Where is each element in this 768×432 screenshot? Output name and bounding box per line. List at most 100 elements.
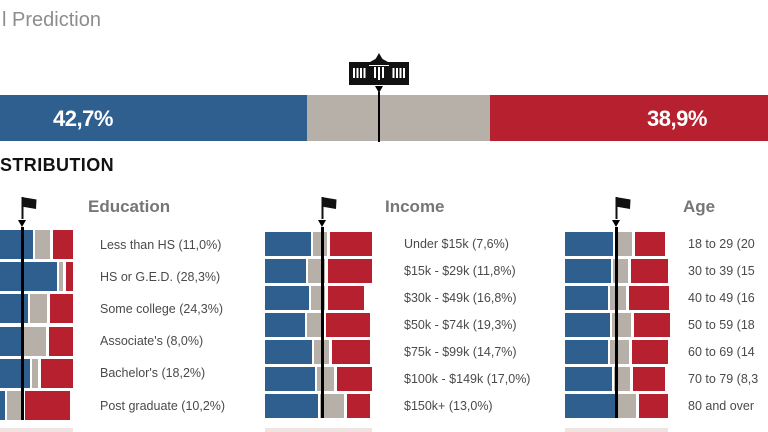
category-label: $50k - $74k (19,3%) xyxy=(404,318,517,332)
blue-bar-segment[interactable] xyxy=(565,367,612,391)
blue-bar-segment[interactable] xyxy=(265,286,309,310)
red-bar-segment[interactable] xyxy=(330,232,372,256)
category-label: 50 to 59 (18 xyxy=(688,318,755,332)
category-label: 60 to 69 (14 xyxy=(688,345,755,359)
average-reference-line xyxy=(21,227,24,420)
category-label: 18 to 29 (20 xyxy=(688,237,755,251)
gray-bar-segment[interactable] xyxy=(615,232,632,256)
gray-bar-segment[interactable] xyxy=(24,326,46,356)
gray-bar-segment[interactable] xyxy=(32,358,38,388)
category-label: 80 and over xyxy=(688,399,755,413)
category-label: Some college (24,3%) xyxy=(100,301,223,316)
blue-bar-segment[interactable] xyxy=(0,358,30,388)
blue-bar-segment[interactable] xyxy=(565,259,611,283)
education-chart-title: Education xyxy=(88,197,171,216)
blue-bar-segment[interactable] xyxy=(565,394,615,418)
category-label: HS or G.E.D. (28,3%) xyxy=(100,269,221,284)
gray-bar-segment[interactable] xyxy=(307,313,323,337)
gray-bar-segment[interactable] xyxy=(617,394,636,418)
blue-bar-segment[interactable] xyxy=(565,340,608,364)
category-label: $150k+ (13,0%) xyxy=(404,399,493,413)
blue-bar-segment[interactable] xyxy=(565,286,608,310)
prediction-threshold-line xyxy=(377,92,380,142)
category-label: $100k - $149k (17,0%) xyxy=(404,372,531,386)
blue-bar-segment[interactable] xyxy=(265,232,311,256)
gray-bar-segment[interactable] xyxy=(7,391,22,420)
gray-bar-segment[interactable] xyxy=(30,294,47,324)
gray-bar-segment[interactable] xyxy=(610,286,626,310)
gray-bar-segment[interactable] xyxy=(320,394,344,418)
red-percent-label: 38,9% xyxy=(647,106,707,131)
blue-bar-segment[interactable] xyxy=(265,313,305,337)
gray-bar-segment[interactable] xyxy=(35,230,50,259)
red-bar-segment[interactable] xyxy=(53,230,73,259)
flag-pointer-icon xyxy=(318,220,326,227)
white-house-icon xyxy=(349,53,409,85)
red-bar-segment[interactable] xyxy=(25,391,70,420)
blue-bar-segment[interactable] xyxy=(265,259,306,283)
red-bar-segment[interactable] xyxy=(631,259,668,283)
category-label: 30 to 39 (15 xyxy=(688,264,755,278)
red-bar-segment[interactable] xyxy=(632,340,668,364)
category-label: Bachelor's (18,2%) xyxy=(100,366,206,381)
blue-bar-segment[interactable] xyxy=(0,262,57,292)
gray-bar-segment[interactable] xyxy=(308,259,325,283)
category-label: Less than HS (11,0%) xyxy=(100,237,222,252)
distribution-heading: STRIBUTION xyxy=(0,155,114,175)
red-bar-segment[interactable] xyxy=(639,394,668,418)
red-bar-segment[interactable] xyxy=(634,313,670,337)
blue-bar-segment[interactable] xyxy=(0,326,22,356)
red-bar-segment[interactable] xyxy=(328,259,372,283)
flag-marker-icon xyxy=(21,197,37,219)
red-bar-segment[interactable] xyxy=(50,294,73,324)
category-label: Under $15k (7,6%) xyxy=(404,237,509,251)
category-label: 40 to 49 (16 xyxy=(688,291,755,305)
average-reference-line xyxy=(321,227,324,418)
flag-pointer-icon xyxy=(612,220,620,227)
red-bar-segment[interactable] xyxy=(635,232,665,256)
category-label: Post graduate (10,2%) xyxy=(100,398,226,413)
age-chart-title: Age xyxy=(683,197,716,216)
gray-bar-segment[interactable] xyxy=(614,367,630,391)
red-bar-segment[interactable] xyxy=(337,367,372,391)
prediction-bar-blue-segment[interactable] xyxy=(0,95,307,141)
blue-bar-segment[interactable] xyxy=(265,367,315,391)
gray-bar-segment[interactable] xyxy=(59,262,63,292)
clipped-next-row xyxy=(565,428,668,432)
blue-bar-segment[interactable] xyxy=(265,394,318,418)
page-title: l Prediction xyxy=(2,9,101,31)
gray-bar-segment[interactable] xyxy=(313,232,327,256)
gray-bar-segment[interactable] xyxy=(610,340,629,364)
red-bar-segment[interactable] xyxy=(326,313,370,337)
flag-marker-icon xyxy=(321,197,337,219)
average-reference-line xyxy=(615,227,618,418)
red-bar-segment[interactable] xyxy=(332,340,370,364)
income-chart-title: Income xyxy=(385,197,445,216)
blue-bar-segment[interactable] xyxy=(565,313,610,337)
red-bar-segment[interactable] xyxy=(347,394,370,418)
flag-marker-icon xyxy=(615,197,631,219)
red-bar-segment[interactable] xyxy=(629,286,669,310)
red-bar-segment[interactable] xyxy=(49,326,73,356)
category-label: 70 to 79 (8,3 xyxy=(688,372,759,386)
red-bar-segment[interactable] xyxy=(633,367,665,391)
red-bar-segment[interactable] xyxy=(66,262,73,292)
clipped-next-row xyxy=(0,428,73,432)
prediction-bar-red-segment[interactable] xyxy=(490,95,768,141)
category-label: $15k - $29k (11,8%) xyxy=(404,264,516,278)
blue-percent-label: 42,7% xyxy=(53,106,113,131)
blue-bar-segment[interactable] xyxy=(0,230,33,259)
white-house-pointer-icon xyxy=(375,86,383,93)
gray-bar-segment[interactable] xyxy=(317,367,334,391)
category-label: Associate's (8,0%) xyxy=(100,334,204,349)
red-bar-segment[interactable] xyxy=(41,358,73,388)
blue-bar-segment[interactable] xyxy=(565,232,613,256)
blue-bar-segment[interactable] xyxy=(0,391,5,420)
blue-bar-segment[interactable] xyxy=(265,340,312,364)
clipped-next-row xyxy=(265,428,372,432)
prediction-bar-undecided-segment[interactable] xyxy=(307,95,490,141)
blue-bar-segment[interactable] xyxy=(0,294,28,324)
red-bar-segment[interactable] xyxy=(328,286,364,310)
category-label: $30k - $49k (16,8%) xyxy=(404,291,517,305)
